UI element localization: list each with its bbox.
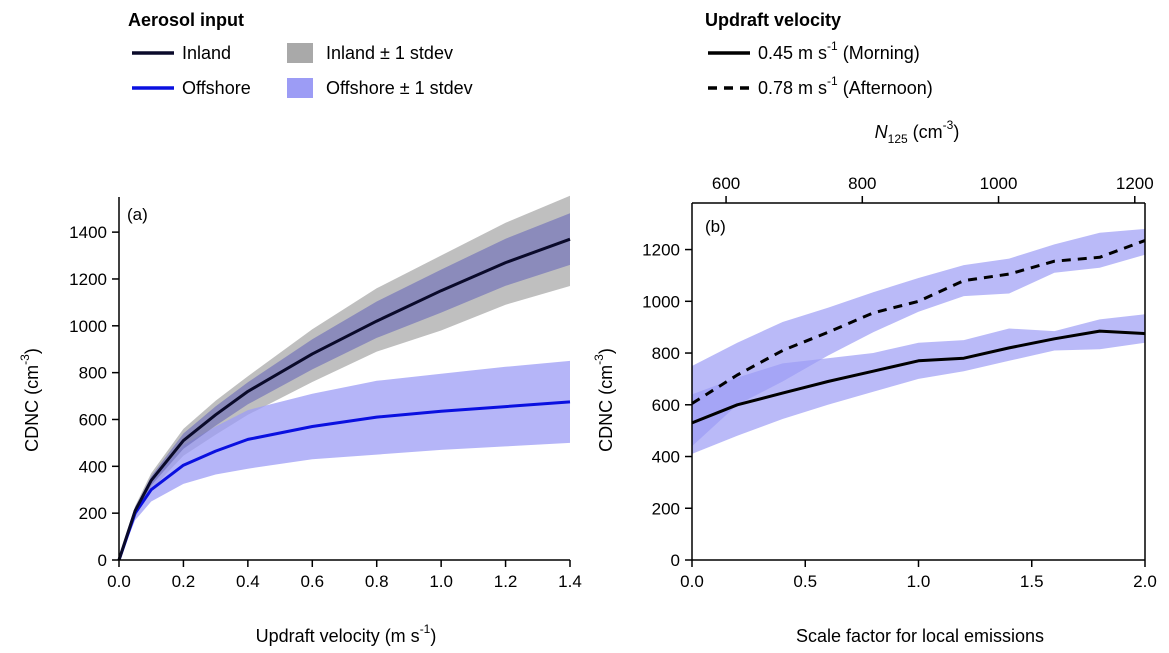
panel-a-xtick-label: 0.6 — [300, 572, 324, 591]
panel-b-bands — [692, 228, 1145, 454]
legend-afternoon-label: 0.78 m s-1 (Afternoon) — [758, 74, 933, 98]
legend-updraft-title: Updraft velocity — [705, 10, 841, 30]
panel-a-ylabel: CDNC (cm-3) — [18, 348, 42, 452]
panel-b-ytick-label: 600 — [652, 396, 680, 415]
panel-b-top-tick-label: 800 — [848, 174, 876, 193]
legend-offshore-band-swatch — [287, 78, 313, 98]
panel-b-xtick-label: 2.0 — [1133, 572, 1157, 591]
panel-a: 0.0 0.2 0.4 0.6 0.8 1.0 1.2 1.4 0 200 400 600 800 100… — [18, 195, 582, 646]
inland-offshore-overlap-band — [119, 213, 570, 560]
panel-a-ytick-label: 600 — [79, 410, 107, 429]
inland-line — [117, 237, 571, 561]
panel-a-label: (a) — [127, 205, 148, 224]
legend-morning-label: 0.45 m s-1 (Morning) — [758, 39, 920, 63]
panel-a-xtick-label: 0.2 — [172, 572, 196, 591]
panel-b-ytick-label: 200 — [652, 499, 680, 518]
panel-a-lines — [117, 237, 571, 561]
panel-a-ytick-label: 1000 — [69, 317, 107, 336]
morning-stdev-band — [692, 314, 1145, 454]
panel-a-xtick-label: 0.4 — [236, 572, 260, 591]
panel-b-top-axis-label: N125 (cm-3) — [875, 118, 960, 146]
panel-b-xlabel: Scale factor for local emissions — [796, 626, 1044, 646]
panel-b-ytick-label: 400 — [652, 448, 680, 467]
legend-offshore-label: Offshore — [182, 78, 251, 98]
panel-a-xtick-label: 0.0 — [107, 572, 131, 591]
legend-aerosol-title: Aerosol input — [128, 10, 244, 30]
panel-b-xtick-label: 1.5 — [1020, 572, 1044, 591]
panel-b-ytick-label: 1000 — [642, 292, 680, 311]
panel-a-axes: 0.0 0.2 0.4 0.6 0.8 1.0 1.2 1.4 0 200 400 600 800 100… — [69, 197, 582, 591]
panel-b-xtick-label: 0.5 — [793, 572, 817, 591]
panel-b-ytick-label: 800 — [652, 344, 680, 363]
panel-b: 0.0 0.5 1.0 1.5 2.0 0 200 400 600 800 1000 1200 600 8… — [592, 118, 1157, 646]
panel-a-xlabel: Updraft velocity (m s-1) — [256, 622, 437, 646]
legend-inland-band-label: Inland ± 1 stdev — [326, 43, 453, 63]
panel-b-ytick-label: 0 — [671, 551, 680, 570]
panel-b-top-tick-label: 1000 — [980, 174, 1018, 193]
legend-inland-label: Inland — [182, 43, 231, 63]
panel-b-label: (b) — [705, 217, 726, 236]
panel-b-axes: 0.0 0.5 1.0 1.5 2.0 0 200 400 600 800 1000 1200 600 8… — [642, 174, 1157, 591]
panel-b-ylabel: CDNC (cm-3) — [592, 348, 616, 452]
panel-b-top-tick-label: 1200 — [1116, 174, 1154, 193]
afternoon-stdev-band — [692, 228, 1145, 447]
morning-line — [691, 329, 1146, 425]
panel-a-xtick-label: 1.0 — [429, 572, 453, 591]
panel-a-xtick-label: 1.2 — [494, 572, 518, 591]
panel-a-ytick-label: 1400 — [69, 223, 107, 242]
panel-b-top-tick-label: 600 — [712, 174, 740, 193]
legend-offshore-band-label: Offshore ± 1 stdev — [326, 78, 473, 98]
legend-inland-band-swatch — [287, 43, 313, 63]
panel-a-bands — [119, 195, 570, 561]
panel-a-ytick-label: 0 — [98, 551, 107, 570]
afternoon-line — [691, 239, 1146, 405]
legend-updraft: Updraft velocity 0.45 m s-1 (Morning) 0.… — [705, 10, 933, 98]
panel-b-xtick-label: 0.0 — [680, 572, 704, 591]
panel-b-lines — [691, 239, 1146, 425]
panel-a-ytick-label: 200 — [79, 504, 107, 523]
offshore-stdev-band — [119, 360, 570, 560]
panel-a-xtick-label: 1.4 — [558, 572, 582, 591]
panel-b-ytick-label: 1200 — [642, 241, 680, 260]
legend-aerosol: Aerosol input Inland Inland ± 1 stdev Of… — [128, 10, 473, 98]
offshore-line — [117, 400, 571, 561]
panel-b-xtick-label: 1.0 — [907, 572, 931, 591]
panel-a-xtick-label: 0.8 — [365, 572, 389, 591]
panel-a-ytick-label: 1200 — [69, 270, 107, 289]
panel-a-ytick-label: 800 — [79, 364, 107, 383]
panel-a-ytick-label: 400 — [79, 457, 107, 476]
